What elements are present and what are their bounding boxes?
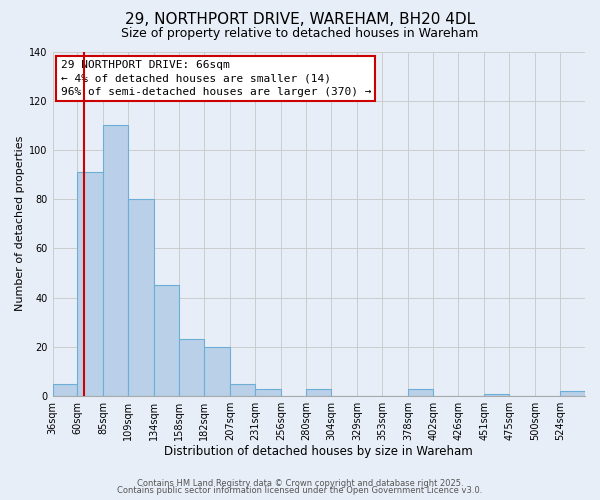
Text: Contains public sector information licensed under the Open Government Licence v3: Contains public sector information licen…	[118, 486, 482, 495]
Bar	[408, 388, 433, 396]
Bar	[179, 340, 205, 396]
Text: Contains HM Land Registry data © Crown copyright and database right 2025.: Contains HM Land Registry data © Crown c…	[137, 478, 463, 488]
Bar	[53, 384, 77, 396]
Y-axis label: Number of detached properties: Number of detached properties	[15, 136, 25, 312]
Bar	[256, 388, 281, 396]
Bar	[306, 388, 331, 396]
Text: 29 NORTHPORT DRIVE: 66sqm
← 4% of detached houses are smaller (14)
96% of semi-d: 29 NORTHPORT DRIVE: 66sqm ← 4% of detach…	[61, 60, 371, 96]
Bar	[230, 384, 256, 396]
Bar	[154, 286, 179, 396]
Bar	[560, 391, 585, 396]
Bar	[103, 126, 128, 396]
Text: 29, NORTHPORT DRIVE, WAREHAM, BH20 4DL: 29, NORTHPORT DRIVE, WAREHAM, BH20 4DL	[125, 12, 475, 28]
Bar	[484, 394, 509, 396]
Bar	[205, 347, 230, 396]
Bar	[77, 172, 103, 396]
X-axis label: Distribution of detached houses by size in Wareham: Distribution of detached houses by size …	[164, 444, 473, 458]
Bar	[128, 199, 154, 396]
Text: Size of property relative to detached houses in Wareham: Size of property relative to detached ho…	[121, 28, 479, 40]
